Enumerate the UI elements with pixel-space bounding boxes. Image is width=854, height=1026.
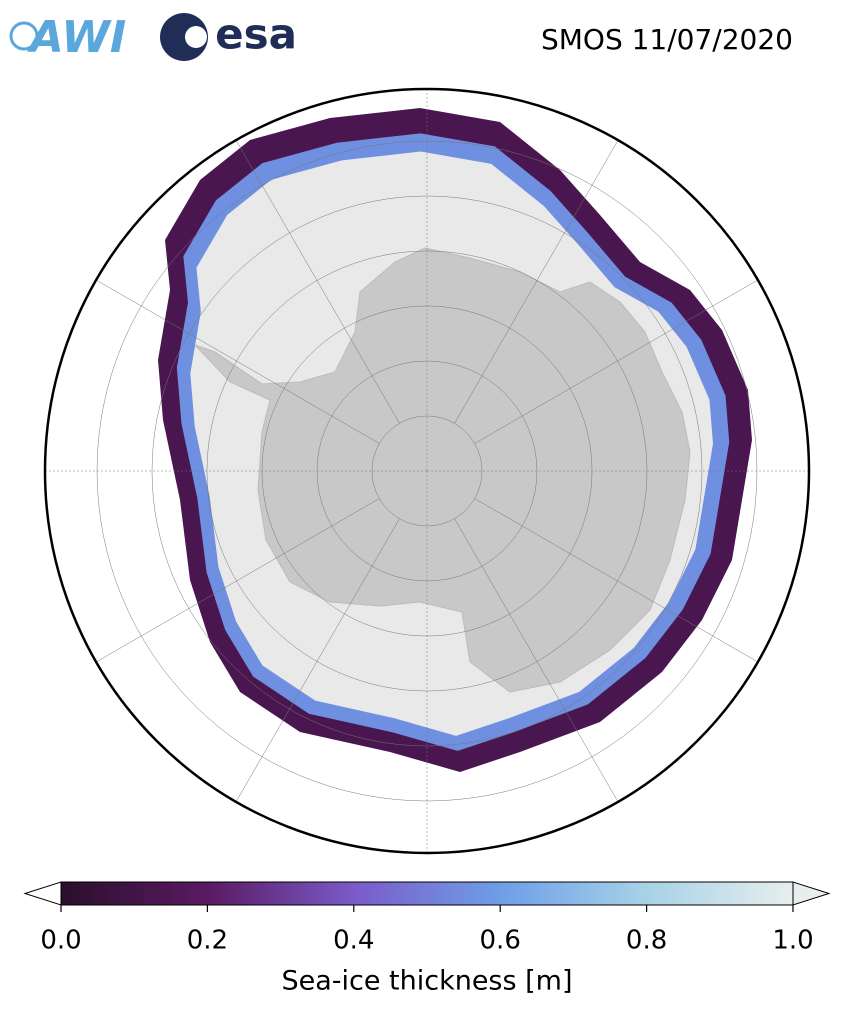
graticule — [80, 270, 380, 444]
graticule — [226, 124, 400, 424]
colorbar-tick-label: 0.2 — [187, 926, 228, 956]
colorbar-tick-label: 0.6 — [480, 926, 521, 956]
colorbar-tick-label: 0.0 — [40, 926, 81, 956]
graticule — [454, 124, 628, 424]
logo-text: AWI — [27, 12, 127, 63]
map-boundary — [43, 87, 811, 855]
graticule — [474, 270, 774, 444]
colorbar-label: Sea-ice thickness [m] — [281, 966, 572, 997]
antarctica — [194, 247, 691, 693]
graticule — [226, 518, 400, 818]
graticule — [454, 518, 628, 818]
colorbar: 0.0 0.2 0.4 0.6 0.8 1.0 — [23, 881, 831, 956]
colorbar-tick-label: 0.8 — [626, 926, 667, 956]
map-title: SMOS 11/07/2020 — [541, 23, 793, 56]
map — [45, 89, 809, 853]
colorbar-ramp — [60, 881, 794, 906]
graticule — [474, 498, 774, 672]
colorbar-tick-label: 0.4 — [333, 926, 374, 956]
graticule — [371, 415, 483, 527]
logo-text: esa — [215, 10, 297, 59]
logo-awi: AWI — [9, 12, 127, 63]
colorbar-tick-label: 1.0 — [772, 926, 813, 956]
colorbar-extend-min — [23, 881, 62, 906]
colorbar-extend-max — [792, 881, 831, 906]
graticule — [151, 195, 703, 747]
logo-esa: esa — [160, 10, 297, 61]
graticule — [80, 498, 380, 672]
